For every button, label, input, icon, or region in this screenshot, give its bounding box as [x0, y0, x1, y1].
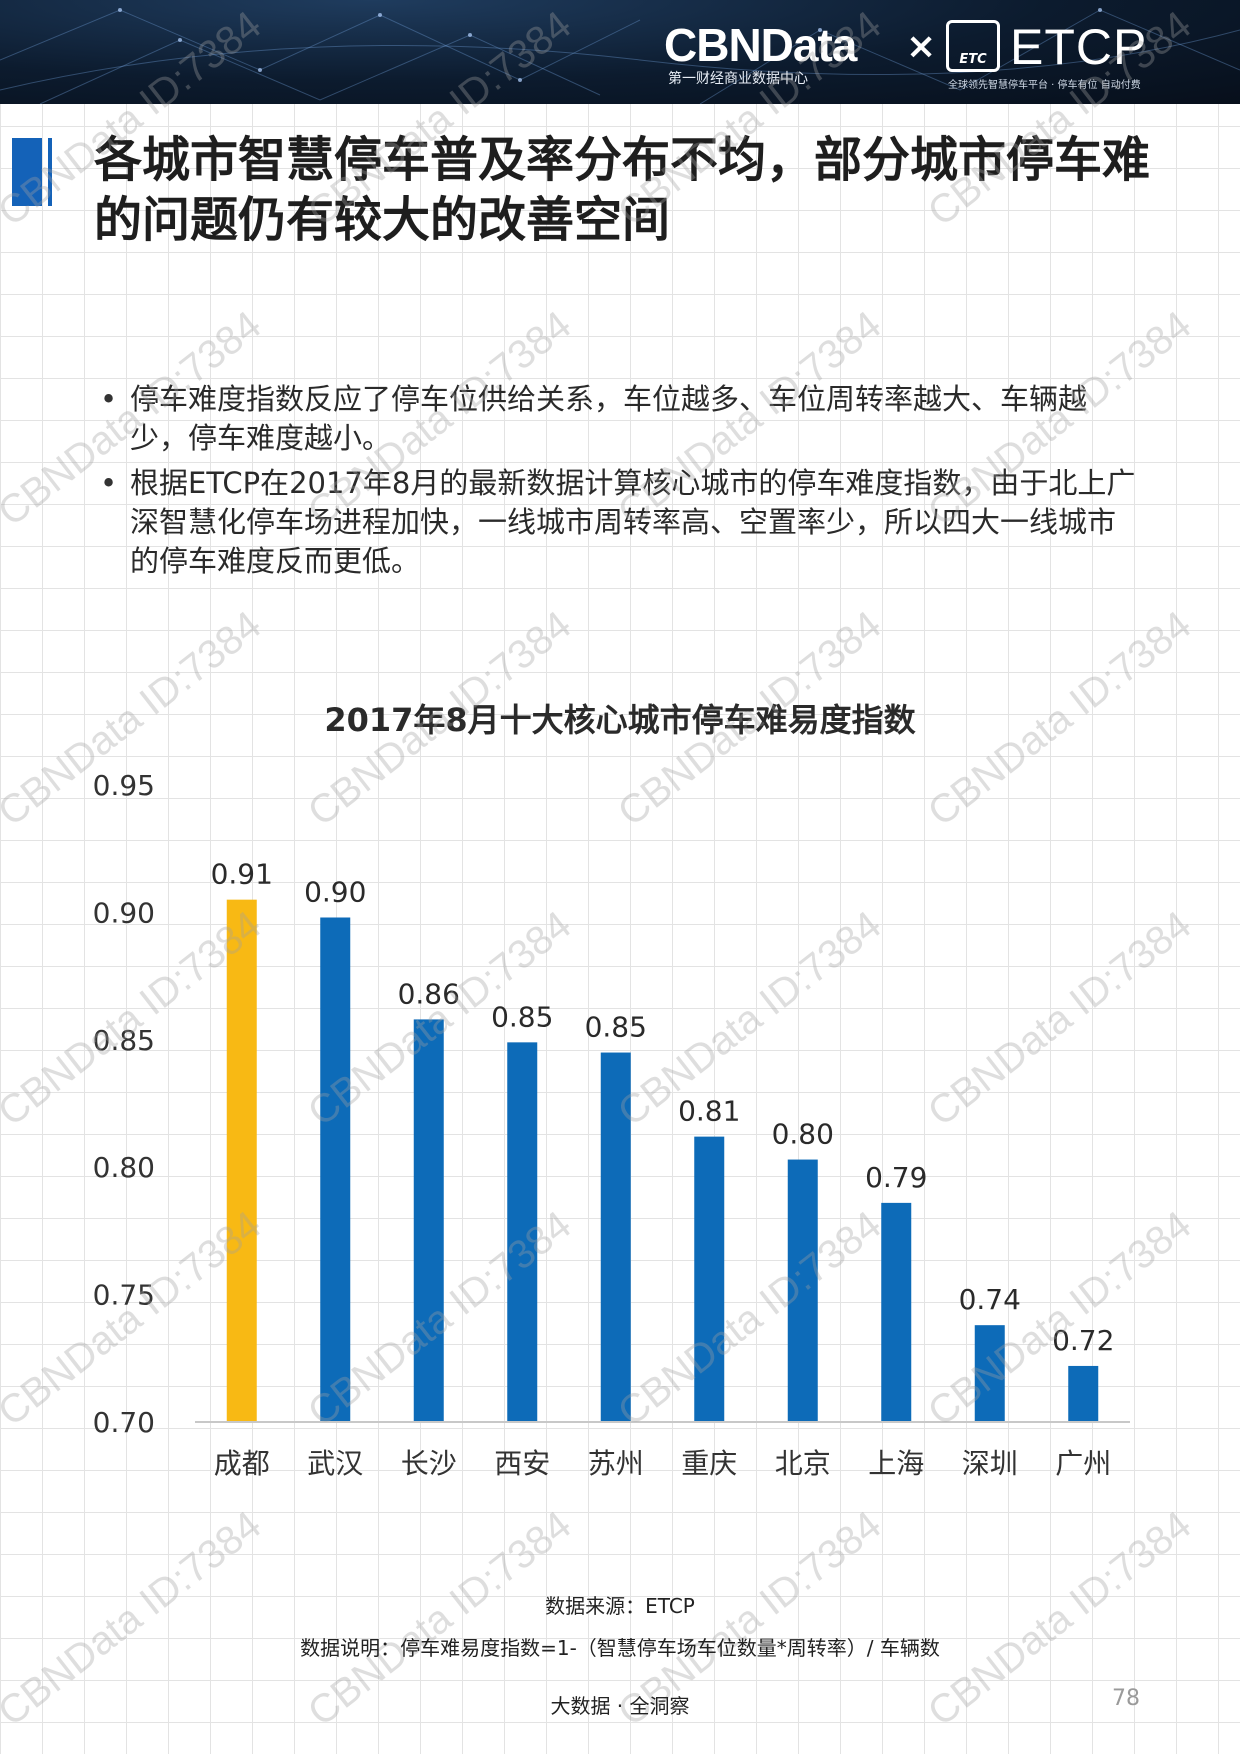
x-tick-label: 长沙: [401, 1447, 457, 1480]
data-label: 0.85: [491, 1000, 553, 1033]
etcp-logo-icon: ETC: [946, 20, 1000, 72]
page-footer: 大数据 · 全洞察: [550, 1694, 690, 1718]
bar-3: [413, 1019, 444, 1422]
bar-7: [787, 1159, 818, 1422]
partner-logo: ETCP: [1010, 19, 1148, 75]
data-label: 0.91: [211, 858, 273, 891]
brand-logo: CBNData: [664, 19, 857, 71]
x-tick-label: 西安: [494, 1447, 550, 1480]
bar-8: [881, 1202, 912, 1422]
bar-5: [600, 1052, 631, 1422]
x-tick-label: 广州: [1055, 1447, 1111, 1480]
bar-2: [320, 917, 351, 1422]
data-label: 0.85: [585, 1011, 647, 1044]
y-tick-label: 0.85: [93, 1024, 155, 1057]
x-tick-label: 武汉: [307, 1447, 363, 1480]
y-tick-label: 0.70: [93, 1406, 155, 1439]
partner-tagline: 全球领先智慧停车平台 · 停车有位 自动付费: [948, 80, 1141, 91]
data-label: 0.86: [398, 977, 460, 1010]
bar-9: [974, 1325, 1005, 1422]
data-label: 0.80: [772, 1118, 834, 1151]
bar-1: [226, 899, 257, 1422]
page-title: 各城市智慧停车普及率分布不均，部分城市停车难的问题仍有较大的改善空间: [94, 132, 1151, 248]
y-tick-label: 0.75: [93, 1279, 155, 1312]
chart-title: 2017年8月十大核心城市停车难易度指数: [324, 701, 916, 739]
x-tick-label: 上海: [868, 1447, 924, 1480]
brand-tagline: 第一财经商业数据中心: [668, 71, 808, 87]
bar-10: [1068, 1365, 1099, 1422]
page-number: 78: [1112, 1686, 1140, 1711]
title-accent-bar: [12, 138, 42, 206]
bullet-list: 停车难度指数反应了停车位供给关系，车位越多、车位周转率越大、车辆越少，停车难度越…: [96, 380, 1136, 587]
data-source: 数据来源：ETCP: [545, 1594, 695, 1618]
bar-series: 0.91 0.90 0.86 0.85 0.85 0.81 0.80 0.79 0.74 0.72: [211, 858, 1114, 1422]
x-axis: 成都 武汉 长沙 西安 苏州 重庆 北京 上海 深圳 广州: [214, 1447, 1112, 1480]
y-tick-label: 0.90: [93, 896, 155, 929]
bar-chart: 2017年8月十大核心城市停车难易度指数 0.95 0.90 0.85 0.80 0.7…: [93, 701, 1130, 1480]
network-background-graphic: [0, 8, 1240, 104]
bar-6: [694, 1136, 725, 1422]
y-tick-label: 0.80: [93, 1151, 155, 1184]
x-tick-label: 苏州: [588, 1447, 644, 1480]
y-tick-label: 0.95: [93, 769, 155, 802]
x-tick-label: 北京: [775, 1447, 831, 1480]
bullet-item: 根据ETCP在2017年8月的最新数据计算核心城市的停车难度指数，由于北上广深智…: [96, 464, 1136, 581]
data-label: 0.79: [865, 1161, 927, 1194]
bullet-item: 停车难度指数反应了停车位供给关系，车位越多、车位周转率越大、车辆越少，停车难度越…: [96, 380, 1136, 458]
etcp-logo-text: ETC: [959, 52, 987, 67]
data-label: 0.90: [304, 875, 366, 908]
x-tick-label: 成都: [214, 1447, 270, 1480]
title-accent-line: [48, 138, 52, 206]
data-label: 0.81: [678, 1095, 740, 1128]
data-label: 0.72: [1052, 1324, 1114, 1357]
bar-4: [507, 1042, 538, 1422]
data-note: 数据说明：停车难易度指数=1-（智慧停车场车位数量*周转率）/ 车辆数: [300, 1636, 940, 1660]
collaboration-x-icon: ×: [906, 26, 937, 67]
x-tick-label: 重庆: [681, 1447, 737, 1480]
data-label: 0.74: [959, 1283, 1021, 1316]
x-tick-label: 深圳: [962, 1447, 1018, 1480]
page-header: CBNData 第一财经商业数据中心 × ETC ETCP 全球领先智慧停车平台…: [0, 0, 1240, 104]
y-axis: 0.95 0.90 0.85 0.80 0.75 0.70: [93, 769, 155, 1439]
